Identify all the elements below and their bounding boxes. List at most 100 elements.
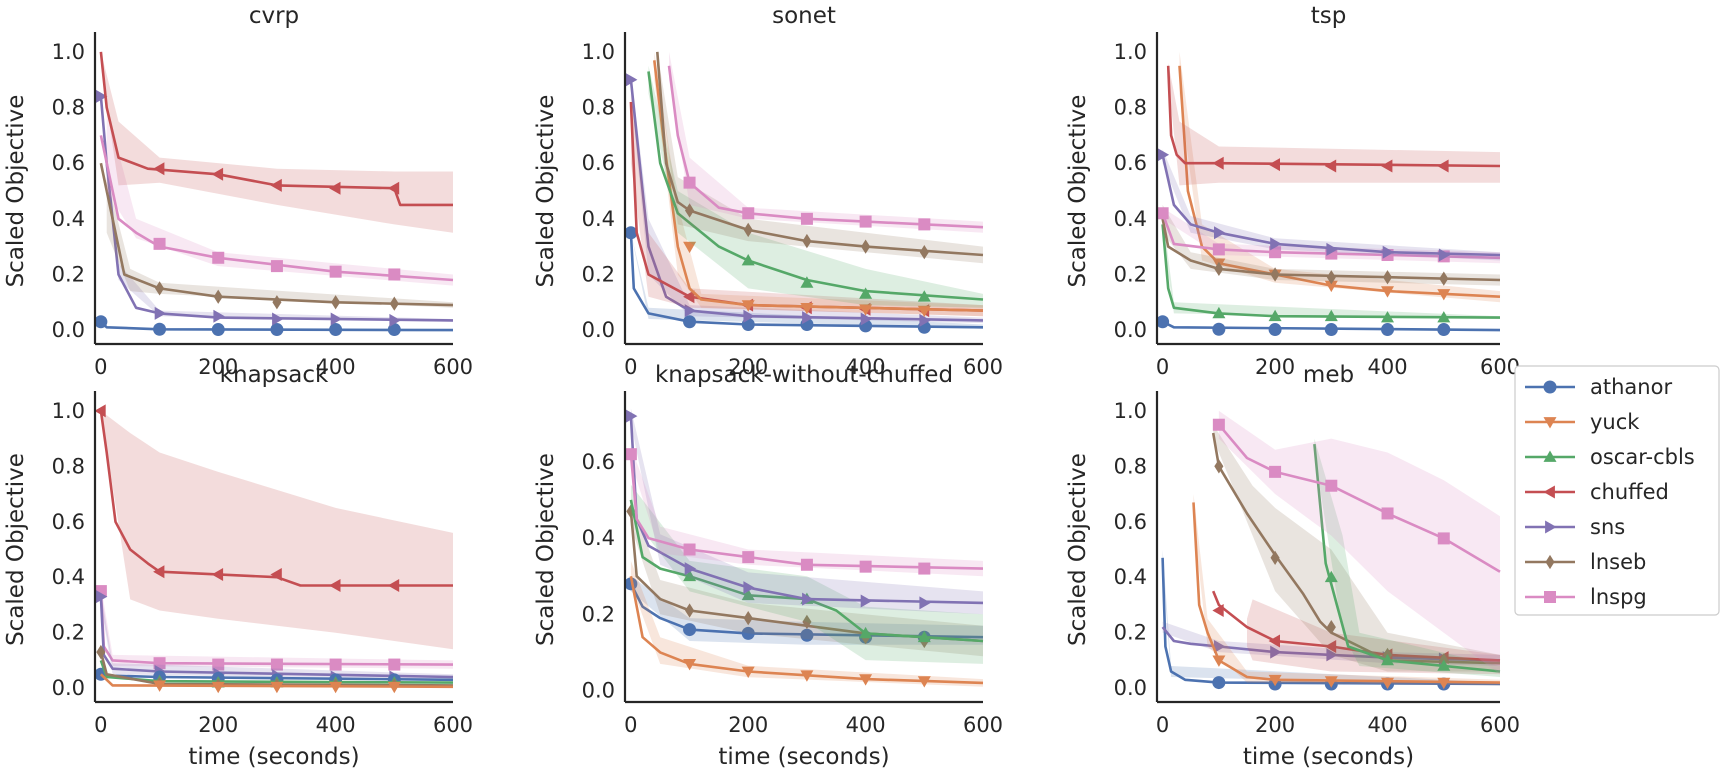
marker-lnseb <box>743 611 753 626</box>
y-tick-label: 0.8 <box>582 96 615 120</box>
marker-sns <box>1382 245 1394 259</box>
marker-yuck <box>800 303 814 315</box>
legend-entry-athanor: athanor <box>1525 375 1672 399</box>
x-tick-label: 600 <box>433 713 473 737</box>
x-tick-label: 0 <box>1156 355 1169 379</box>
marker-lnspg <box>1437 532 1450 545</box>
marker-lnspg <box>800 212 813 225</box>
y-tick-label: 0.0 <box>582 679 615 703</box>
line-sns <box>99 596 454 679</box>
marker-chuffed <box>329 579 341 592</box>
marker-chuffed <box>1268 158 1280 172</box>
marker-yuck <box>1437 289 1451 301</box>
x-tick-label: 200 <box>728 355 768 379</box>
x-tick-label: 200 <box>198 713 238 737</box>
marker-lnspg <box>742 551 755 564</box>
series-chuffed <box>99 51 454 233</box>
line-oscar-cbls <box>629 499 984 643</box>
y-tick-label: 0.6 <box>1114 510 1147 534</box>
y-tick-label: 0.6 <box>582 450 615 474</box>
line-lnseb <box>99 651 454 687</box>
band-lnspg <box>1162 207 1500 264</box>
line-lnspg <box>667 65 984 229</box>
y-tick-label: 1.0 <box>582 40 615 64</box>
marker-sns <box>1214 640 1226 653</box>
marker-lnspg <box>1212 243 1225 256</box>
line-oscar-cbls <box>1313 443 1501 673</box>
x-tick-label: 600 <box>1480 355 1520 379</box>
panel-title: meb <box>1303 362 1354 388</box>
panel-title: sonet <box>772 3 836 29</box>
line-lnspg <box>1161 212 1501 260</box>
legend-label: oscar-cbls <box>1590 445 1695 469</box>
marker-yuck <box>741 666 755 678</box>
marker-yuck <box>329 681 343 694</box>
legend-label: lnspg <box>1590 585 1647 609</box>
legend-marker <box>1545 520 1557 534</box>
marker-sns <box>684 304 697 318</box>
legend-marker <box>1543 485 1555 499</box>
marker-lnseb <box>1326 270 1336 285</box>
legend-label: lnseb <box>1590 550 1646 574</box>
marker-lnspg <box>1212 418 1225 431</box>
band-chuffed <box>1247 599 1500 675</box>
series-sns <box>1157 148 1501 262</box>
marker-athanor <box>800 628 814 642</box>
marker-yuck <box>1381 677 1394 690</box>
series-lnspg <box>624 446 984 577</box>
legend-label: athanor <box>1590 375 1672 399</box>
marker-lnspg <box>329 265 342 278</box>
marker-lnseb <box>1383 270 1393 285</box>
marker-sns <box>213 309 225 323</box>
marker-oscar-cbls <box>1381 311 1394 323</box>
series-oscar-cbls <box>647 65 984 308</box>
y-tick-label: 0.6 <box>52 151 85 175</box>
band-lnspg <box>630 446 983 577</box>
marker-sns <box>802 311 814 325</box>
legend-marker <box>1543 450 1557 462</box>
band-lnspg <box>100 585 454 669</box>
series-athanor <box>1156 315 1501 337</box>
x-tick-label: 400 <box>846 713 886 737</box>
x-tick-label: 0 <box>1156 713 1169 737</box>
band-chuffed <box>630 93 983 317</box>
legend-label: sns <box>1590 515 1625 539</box>
marker-yuck <box>153 680 167 692</box>
series-chuffed <box>94 404 454 650</box>
legend: athanor yuck oscar-cbls chuffed sns lnseb lnsp… <box>1514 365 1720 616</box>
band-sns <box>630 408 983 615</box>
band-lnseb <box>630 499 983 657</box>
marker-sns <box>1270 237 1282 251</box>
marker-athanor <box>1212 676 1226 690</box>
marker-lnseb <box>919 245 929 260</box>
marker-sns <box>1157 148 1170 162</box>
line-chuffed <box>1166 65 1501 168</box>
marker-yuck <box>387 681 401 694</box>
x-tick-label: 0 <box>624 713 637 737</box>
marker-oscar-cbls <box>1268 309 1282 322</box>
marker-oscar-cbls <box>859 287 873 299</box>
marker-oscar-cbls <box>917 290 931 302</box>
panel-title: cvrp <box>249 3 299 29</box>
marker-sns <box>96 590 108 604</box>
marker-chuffed <box>153 162 165 176</box>
series-oscar-cbls <box>1313 438 1501 677</box>
marker-oscar-cbls <box>1437 659 1451 671</box>
marker-sns <box>1270 645 1282 659</box>
marker-athanor <box>683 623 697 637</box>
legend-entry-oscar-cbls: oscar-cbls <box>1525 445 1695 469</box>
band-athanor <box>1162 549 1500 686</box>
marker-athanor <box>1324 323 1338 337</box>
marker-lnseb <box>1439 271 1449 286</box>
marker-oscar-cbls <box>917 630 931 643</box>
series-oscar-cbls <box>1161 213 1501 323</box>
x-tick-label: 200 <box>728 713 768 737</box>
band-chuffed <box>100 410 454 650</box>
y-tick-label: 0.2 <box>582 602 615 626</box>
y-tick-label: 0.8 <box>1114 96 1147 120</box>
marker-sns <box>1214 226 1226 240</box>
panel-sonet: 0.0 0.2 0.4 0.6 0.8 1.0 0 200 400 600 sonet Scaled … <box>533 3 1003 379</box>
marker-lnspg <box>683 176 696 189</box>
y-tick-label: 1.0 <box>52 399 85 423</box>
